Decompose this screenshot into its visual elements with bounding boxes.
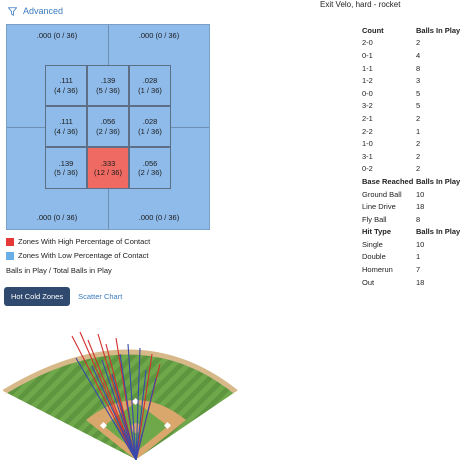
batted-ball-lines [71, 331, 161, 460]
table-row: Ground Ball 10 [362, 189, 425, 199]
table-row: Fly Ball 8 [362, 214, 421, 224]
zone-avg: .333 [100, 158, 116, 168]
legend-high: Zones With High Percentage of Contact [6, 237, 150, 246]
spray-chart-field [2, 331, 238, 460]
zone-ratio: (2 / 36) [138, 168, 162, 177]
inner-zone-5[interactable]: .056 (2 / 36) [87, 106, 129, 147]
zone-ratio: (2 / 36) [96, 126, 120, 136]
zone-ratio: (1 / 36) [138, 85, 162, 95]
zone-avg: .028 [142, 117, 158, 127]
zone-ratio: (1 / 36) [138, 126, 162, 136]
filter-icon [8, 6, 17, 16]
inner-zone-9[interactable]: .056 (2 / 36) [129, 147, 171, 189]
table-row: Single 10 [362, 239, 425, 249]
zone-avg: .111 [59, 76, 73, 86]
table-row: 0-2 2 [362, 164, 421, 174]
zone-avg: .028 [142, 76, 158, 86]
zone-value: .000 (0 / 36) [138, 31, 180, 41]
inner-zone-1[interactable]: .111 (4 / 36) [45, 65, 87, 106]
zone-value: .000 (0 / 36) [36, 213, 78, 223]
table-row: 1-2 3 [362, 76, 421, 86]
table-row: Double 1 [362, 252, 421, 262]
table-row: Line Drive 18 [362, 202, 425, 212]
zone-ratio: (5 / 36) [54, 168, 78, 177]
inner-zone-6[interactable]: .028 (1 / 36) [129, 106, 171, 147]
table-row: 0-1 4 [362, 50, 421, 60]
zone-value: .000 (0 / 36) [138, 213, 180, 223]
hot-cold-zone-grid: .000 (0 / 36) .000 (0 / 36) .000 (0 / 36… [6, 24, 210, 230]
table-row: Homerun 7 [362, 265, 421, 275]
zone-avg: .056 [142, 158, 158, 168]
zone-ratio: (12 / 36) [94, 168, 122, 177]
table-row: 3-2 5 [362, 101, 421, 111]
view-tabs: Hot Cold Zones Scatter Chart [4, 287, 122, 306]
count-header: Count Balls In Play [362, 25, 461, 35]
low-swatch [6, 251, 14, 260]
second-base [131, 397, 140, 406]
third-base [99, 421, 108, 430]
outer-zone-top-left[interactable]: .000 (0 / 36) [7, 25, 107, 47]
advanced-label: Advanced [23, 6, 64, 16]
outer-zone-bottom-left[interactable]: .000 (0 / 36) [7, 207, 107, 229]
zone-avg: .139 [58, 158, 74, 168]
legend-low: Zones With Low Percentage of Contact [6, 251, 149, 260]
inner-zone-2[interactable]: .139 (5 / 36) [87, 65, 129, 106]
zone-value: .000 (0 / 36) [36, 31, 78, 41]
zone-caption: Balls in Play / Total Balls in Play [6, 266, 112, 275]
tab-scatter-chart[interactable]: Scatter Chart [78, 292, 123, 301]
inner-zone-8[interactable]: .333 (12 / 36) [87, 147, 129, 189]
base-reached-header: Base Reached Balls In Play [362, 176, 461, 186]
stats-table: Count Balls In Play 2-0 2 0-1 4 1-1 8 1-2 3 0… [362, 24, 472, 288]
zone-ratio: (4 / 36) [54, 85, 78, 95]
table-row: 2-2 1 [362, 126, 421, 136]
outer-zone-top-right[interactable]: .000 (0 / 36) [109, 25, 209, 47]
inner-zone-7[interactable]: .139 (5 / 36) [45, 147, 87, 189]
table-row: 0-0 5 [362, 88, 421, 98]
warning-track [2, 349, 238, 395]
advanced-filter-link[interactable]: Advanced [8, 6, 63, 16]
high-swatch [6, 237, 14, 246]
table-row: 3-1 2 [362, 151, 421, 161]
table-row: 2-1 2 [362, 113, 421, 123]
zone-avg: .111 [59, 117, 73, 127]
zone-ratio: (4 / 36) [54, 126, 78, 136]
table-row: 1-0 2 [362, 139, 421, 149]
hit-type-header: Hit Type Balls In Play [362, 227, 461, 237]
inner-zone-3[interactable]: .028 (1 / 36) [129, 65, 171, 106]
zone-ratio: (5 / 36) [96, 85, 120, 95]
first-base [163, 421, 172, 430]
legend-low-label: Zones With Low Percentage of Contact [18, 251, 149, 260]
inner-zone-4[interactable]: .111 (4 / 36) [45, 106, 87, 147]
legend-high-label: Zones With High Percentage of Contact [18, 237, 151, 246]
tab-hot-cold-zones[interactable]: Hot Cold Zones [4, 287, 71, 306]
table-row: 1-1 8 [362, 63, 421, 73]
outer-zone-bottom-right[interactable]: .000 (0 / 36) [109, 207, 209, 229]
zone-avg: .139 [100, 76, 116, 86]
table-row: Out 18 [362, 277, 425, 287]
table-row: 2-0 2 [362, 38, 421, 48]
page-title: Exit Velo, hard - rocket [320, 0, 401, 9]
zone-avg: .056 [100, 117, 116, 127]
